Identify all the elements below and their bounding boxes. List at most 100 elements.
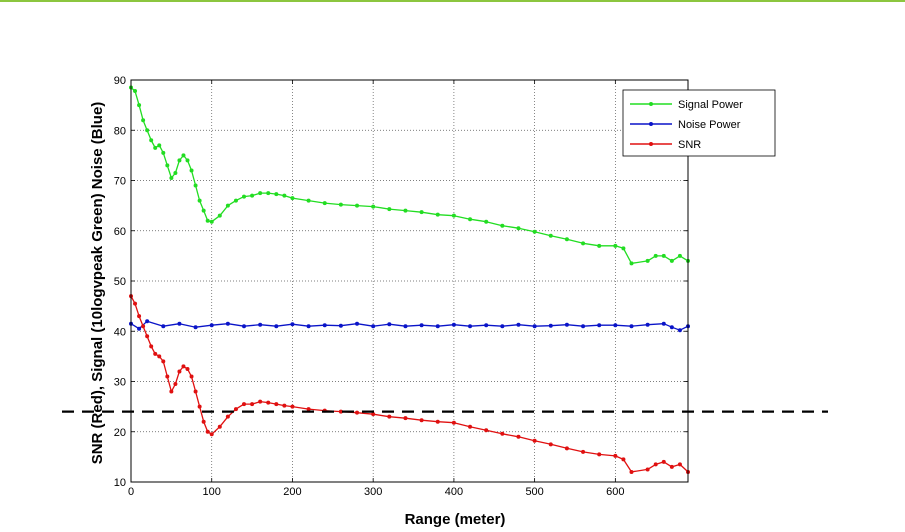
- data-point-signal-power: [217, 213, 222, 218]
- y-tick-label: 70: [114, 176, 126, 188]
- data-point-snr: [149, 344, 154, 349]
- data-point-snr: [161, 359, 166, 364]
- data-point-snr: [165, 374, 170, 379]
- data-point-snr: [177, 369, 182, 374]
- data-point-noise-power: [242, 324, 247, 329]
- grid-lines: [131, 80, 688, 482]
- data-point-signal-power: [661, 253, 666, 258]
- legend-label-snr: SNR: [678, 139, 701, 151]
- data-point-noise-power: [581, 324, 586, 329]
- data-point-snr: [266, 400, 271, 405]
- data-point-noise-power: [564, 322, 569, 327]
- data-point-snr: [338, 409, 343, 414]
- data-point-noise-power: [225, 321, 230, 326]
- data-point-signal-power: [621, 246, 626, 251]
- data-point-noise-power: [355, 321, 360, 326]
- y-tick-label: 90: [114, 75, 126, 87]
- legend-item-noise-power: Noise Power: [630, 119, 741, 131]
- data-point-signal-power: [201, 208, 206, 213]
- data-point-signal-power: [169, 175, 174, 180]
- data-point-noise-power: [209, 323, 214, 328]
- data-point-signal-power: [435, 212, 440, 217]
- data-point-noise-power: [645, 322, 650, 327]
- data-point-signal-power: [306, 198, 311, 203]
- data-point-snr: [581, 449, 586, 454]
- data-point-noise-power: [193, 325, 198, 330]
- data-point-snr: [258, 399, 263, 404]
- data-point-signal-power: [581, 241, 586, 246]
- series-layer: [129, 85, 690, 474]
- y-tick-label: 30: [114, 377, 126, 389]
- data-point-noise-power: [371, 324, 376, 329]
- x-tick-label: 200: [283, 486, 301, 498]
- data-point-snr: [201, 419, 206, 424]
- data-point-snr: [645, 467, 650, 472]
- x-tick-label: 500: [525, 486, 543, 498]
- data-point-snr: [468, 424, 473, 429]
- data-point-snr: [532, 438, 537, 443]
- data-point-noise-power: [661, 321, 666, 326]
- data-point-signal-power: [173, 170, 178, 175]
- data-point-signal-power: [242, 194, 247, 199]
- data-point-noise-power: [451, 322, 456, 327]
- data-point-signal-power: [677, 253, 682, 258]
- data-point-snr: [371, 412, 376, 417]
- data-point-noise-power: [677, 328, 682, 333]
- data-point-snr: [451, 420, 456, 425]
- data-point-snr: [153, 351, 158, 356]
- data-point-signal-power: [282, 193, 287, 198]
- data-point-snr: [181, 364, 186, 369]
- data-point-snr: [169, 389, 174, 394]
- data-point-snr: [621, 457, 626, 462]
- y-tick-label: 60: [114, 226, 126, 238]
- data-point-signal-power: [149, 138, 154, 143]
- data-point-snr: [133, 301, 138, 306]
- data-point-signal-power: [484, 219, 489, 224]
- data-point-snr: [653, 462, 658, 467]
- data-point-snr: [597, 452, 602, 457]
- data-point-signal-power: [468, 217, 473, 222]
- data-point-snr: [250, 402, 255, 407]
- data-point-signal-power: [137, 103, 142, 108]
- data-point-signal-power: [371, 204, 376, 209]
- data-point-noise-power: [137, 326, 142, 331]
- data-point-snr: [403, 416, 408, 421]
- data-point-signal-power: [185, 158, 190, 163]
- data-point-noise-power: [435, 324, 440, 329]
- data-point-signal-power: [500, 223, 505, 228]
- data-point-signal-power: [145, 128, 150, 133]
- x-tick-label: 600: [606, 486, 624, 498]
- data-point-signal-power: [141, 118, 146, 123]
- data-point-signal-power: [613, 243, 618, 248]
- data-point-signal-power: [153, 145, 158, 150]
- data-point-noise-power: [290, 322, 295, 327]
- data-point-noise-power: [387, 322, 392, 327]
- x-axis-title: Range (meter): [405, 511, 506, 528]
- plot-area: [131, 80, 688, 482]
- data-point-snr: [233, 407, 238, 412]
- data-point-snr: [516, 434, 521, 439]
- x-tick-label: 400: [445, 486, 463, 498]
- data-point-signal-power: [193, 183, 198, 188]
- legend: Signal Power Noise Power SNR: [622, 89, 776, 157]
- data-point-noise-power: [516, 322, 521, 327]
- data-point-snr: [355, 410, 360, 415]
- data-point-signal-power: [516, 226, 521, 231]
- data-point-snr: [290, 404, 295, 409]
- data-point-snr: [197, 404, 202, 409]
- x-tick-label: 300: [364, 486, 382, 498]
- data-point-signal-power: [355, 203, 360, 208]
- data-point-noise-power: [161, 324, 166, 329]
- data-point-noise-power: [484, 323, 489, 328]
- data-point-noise-power: [500, 324, 505, 329]
- series-line-noise-power: [130, 320, 689, 331]
- legend-label-noise-power: Noise Power: [678, 119, 741, 131]
- data-point-snr: [242, 402, 247, 407]
- x-tick-label: 100: [203, 486, 221, 498]
- data-point-noise-power: [419, 323, 424, 328]
- data-point-snr: [282, 403, 287, 408]
- data-point-signal-power: [387, 207, 392, 212]
- data-point-snr: [661, 459, 666, 464]
- data-point-noise-power: [177, 321, 182, 326]
- legend-marker-snr: [649, 142, 653, 146]
